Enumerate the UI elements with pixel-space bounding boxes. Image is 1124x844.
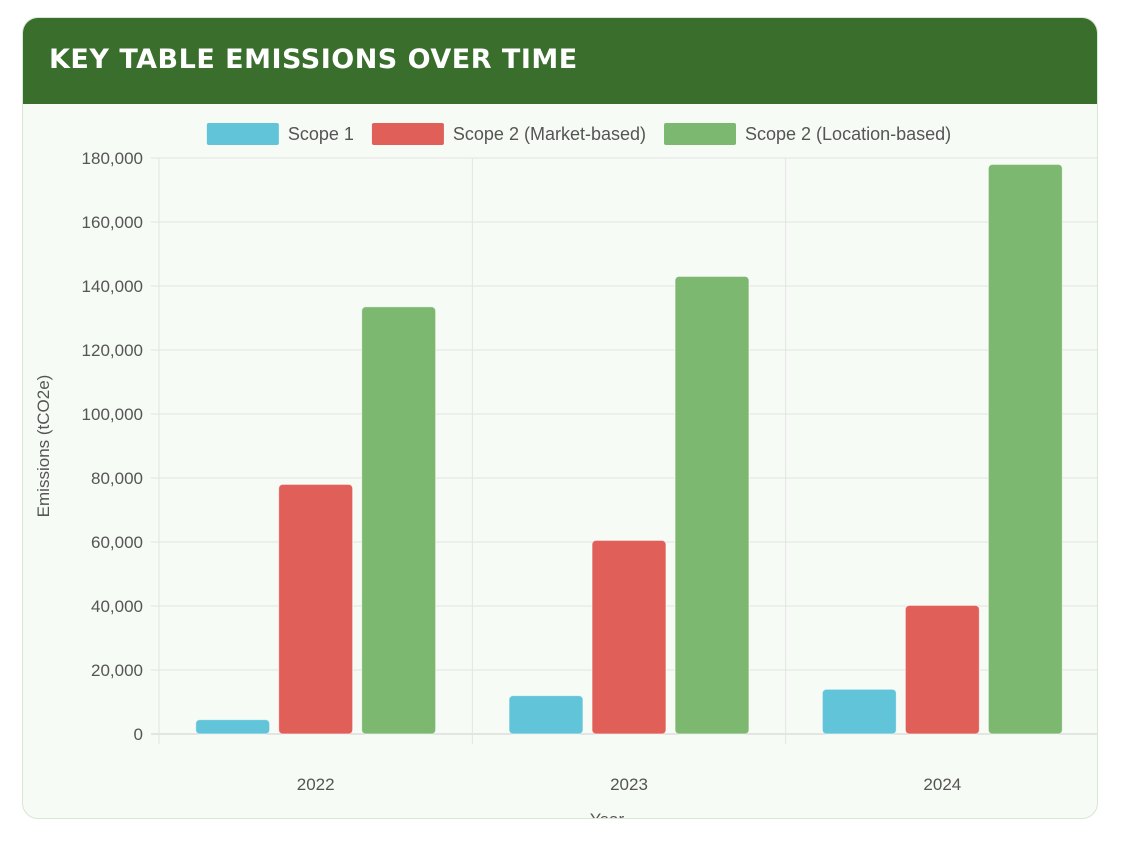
y-tick-label: 100,000 [82, 405, 143, 424]
bar[interactable] [987, 163, 1063, 735]
legend-label[interactable]: Scope 2 (Market-based) [453, 124, 646, 144]
y-tick-label: 180,000 [82, 149, 143, 168]
bar[interactable] [821, 688, 897, 735]
legend-swatch[interactable] [206, 123, 279, 145]
x-tick-label: 2022 [297, 775, 335, 794]
x-axis-title: Year [590, 810, 625, 819]
y-tick-label: 80,000 [91, 469, 143, 488]
y-tick-label: 140,000 [82, 277, 143, 296]
y-tick-label: 120,000 [82, 341, 143, 360]
bar[interactable] [508, 695, 584, 735]
card-header: KEY TABLE EMISSIONS OVER TIME [23, 18, 1097, 104]
bar-chart: 0 20,000 40,000 60,000 80,000 100,000 120,000 1… [34, 123, 1097, 819]
y-tick-label: 160,000 [82, 213, 143, 232]
bar[interactable] [904, 604, 980, 735]
bar[interactable] [674, 275, 750, 735]
x-tick-label: 2023 [610, 775, 648, 794]
card-title: KEY TABLE EMISSIONS OVER TIME [49, 44, 578, 75]
chart-card: KEY TABLE EMISSIONS OVER TIME 0 20,000 40,… [22, 17, 1098, 819]
y-tick-label: 0 [134, 725, 143, 744]
y-axis-title: Emissions (tCO2e) [34, 375, 53, 518]
bar[interactable] [591, 539, 667, 735]
legend-label[interactable]: Scope 2 (Location-based) [745, 124, 951, 144]
y-tick-label: 60,000 [91, 533, 143, 552]
legend-swatch[interactable] [371, 123, 444, 145]
bar[interactable] [195, 719, 271, 735]
y-tick-label: 20,000 [91, 661, 143, 680]
y-tick-label: 40,000 [91, 597, 143, 616]
bar[interactable] [278, 483, 354, 735]
legend-swatch[interactable] [664, 123, 737, 145]
x-tick-label: 2024 [923, 775, 961, 794]
bar[interactable] [361, 306, 437, 735]
legend-label[interactable]: Scope 1 [288, 124, 354, 144]
